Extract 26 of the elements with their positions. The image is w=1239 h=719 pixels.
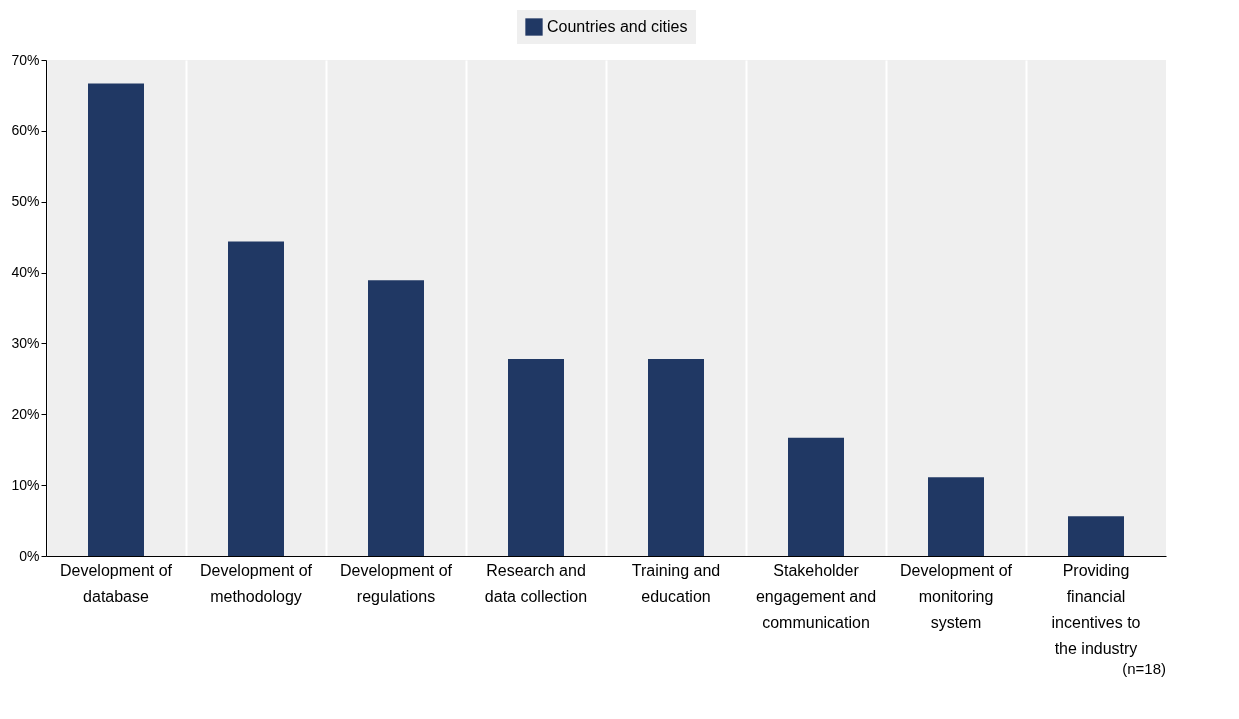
y-tick-label: 20% — [11, 405, 40, 422]
x-tick-label: Research and data collection — [484, 561, 588, 605]
bar — [788, 437, 844, 556]
y-tick-label: 30% — [11, 334, 40, 351]
bar — [88, 83, 144, 556]
legend-label: Countries and cities — [547, 18, 688, 35]
bar — [1068, 516, 1124, 556]
text: (n=18) — [1122, 660, 1166, 677]
x-tick-label: Stakeholder engagement and communication — [755, 561, 877, 631]
bar — [648, 359, 704, 556]
x-tick-label: Providing financial incentives to the industry — [1051, 561, 1141, 657]
x-tick-label: Training and education — [631, 561, 721, 605]
bar — [228, 241, 284, 556]
y-tick-label: 70% — [11, 51, 40, 68]
y-tick-label: 40% — [11, 264, 40, 281]
x-tick-label: Development of methodology — [199, 561, 313, 605]
bar — [508, 359, 564, 556]
x-tick-label: Development of monitoring system — [899, 561, 1013, 631]
y-tick-label: 0% — [19, 547, 40, 564]
bar — [368, 280, 424, 556]
bar — [928, 477, 984, 556]
x-tick-label: Development of regulations — [339, 561, 453, 605]
y-tick-label: 50% — [11, 193, 40, 210]
y-tick-label: 60% — [11, 122, 40, 139]
x-tick-label: Development of database — [59, 561, 173, 605]
y-tick-label: 10% — [11, 476, 40, 493]
